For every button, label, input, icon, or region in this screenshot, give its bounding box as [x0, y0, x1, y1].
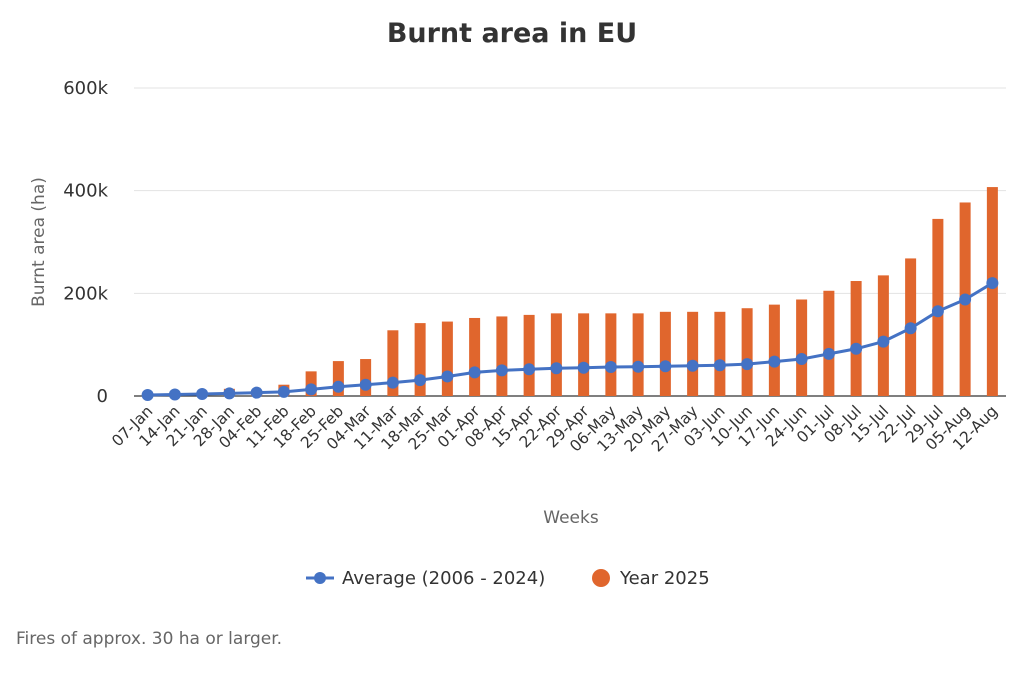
- point-average[interactable]: [386, 376, 399, 389]
- bar-year-2025[interactable]: [605, 313, 617, 396]
- bar-year-2025[interactable]: [714, 311, 726, 396]
- point-average[interactable]: [196, 387, 209, 400]
- bar-year-2025[interactable]: [387, 330, 399, 396]
- bar-year-2025[interactable]: [578, 313, 590, 396]
- bar-year-2025[interactable]: [659, 311, 671, 396]
- bar-year-2025[interactable]: [469, 317, 481, 396]
- legend-marker-year-2025: [592, 569, 610, 587]
- point-average[interactable]: [495, 364, 508, 377]
- x-axis-label: Weeks: [543, 508, 599, 528]
- series-year-2025: [142, 187, 998, 396]
- x-tick-labels: 07-Jan14-Jan21-Jan28-Jan04-Feb11-Feb18-F…: [108, 402, 1001, 456]
- bar-year-2025[interactable]: [823, 290, 835, 396]
- bar-year-2025[interactable]: [441, 321, 453, 396]
- bar-year-2025[interactable]: [523, 314, 535, 396]
- point-average[interactable]: [250, 386, 263, 399]
- point-average[interactable]: [577, 361, 590, 374]
- point-average[interactable]: [550, 362, 563, 375]
- bar-year-2025[interactable]: [796, 299, 808, 396]
- legend-label-average: Average (2006 - 2024): [342, 568, 545, 589]
- point-average[interactable]: [986, 277, 999, 290]
- point-average[interactable]: [659, 360, 672, 373]
- y-tick-label: 400k: [63, 181, 108, 202]
- point-average[interactable]: [523, 363, 536, 376]
- point-average[interactable]: [168, 388, 181, 401]
- point-average[interactable]: [713, 359, 726, 372]
- y-tick-labels: 0 200k 400k 600k: [63, 78, 108, 407]
- bar-year-2025[interactable]: [414, 323, 426, 396]
- bar-year-2025[interactable]: [687, 311, 699, 396]
- line-average: [147, 281, 994, 397]
- point-average[interactable]: [686, 359, 699, 372]
- chart-title: Burnt area in EU: [387, 18, 637, 49]
- legend: Average (2006 - 2024) Year 2025: [306, 568, 710, 589]
- point-average[interactable]: [604, 360, 617, 373]
- legend-item-average[interactable]: Average (2006 - 2024): [306, 568, 545, 589]
- point-average[interactable]: [305, 383, 318, 396]
- y-tick-label: 600k: [63, 78, 108, 99]
- bar-year-2025[interactable]: [332, 361, 344, 396]
- point-average[interactable]: [414, 374, 427, 387]
- point-average[interactable]: [277, 385, 290, 398]
- point-average[interactable]: [741, 358, 754, 371]
- legend-label-year-2025: Year 2025: [619, 568, 710, 589]
- point-average[interactable]: [877, 335, 890, 348]
- point-average[interactable]: [141, 388, 154, 401]
- point-average[interactable]: [468, 366, 481, 379]
- point-average[interactable]: [332, 380, 345, 393]
- point-average[interactable]: [441, 370, 454, 383]
- legend-item-year-2025[interactable]: Year 2025: [592, 568, 710, 589]
- legend-marker-average: [314, 572, 326, 584]
- y-axis-label: Burnt area (ha): [29, 177, 49, 307]
- point-average[interactable]: [359, 378, 372, 391]
- point-average[interactable]: [632, 360, 645, 373]
- bar-year-2025[interactable]: [741, 308, 753, 396]
- bar-year-2025[interactable]: [768, 304, 780, 396]
- bar-year-2025[interactable]: [496, 316, 508, 396]
- bar-year-2025[interactable]: [986, 187, 998, 396]
- point-average[interactable]: [850, 342, 863, 355]
- point-average[interactable]: [223, 387, 236, 400]
- point-average[interactable]: [768, 355, 781, 368]
- grid-lines: [134, 87, 1006, 397]
- bar-year-2025[interactable]: [360, 359, 372, 396]
- point-average[interactable]: [931, 305, 944, 318]
- y-tick-label: 200k: [63, 283, 108, 304]
- point-average[interactable]: [904, 322, 917, 335]
- bar-year-2025[interactable]: [632, 313, 644, 396]
- point-average[interactable]: [822, 347, 835, 360]
- bar-year-2025[interactable]: [850, 281, 862, 396]
- point-average[interactable]: [795, 353, 808, 366]
- y-tick-label: 0: [97, 386, 108, 407]
- footnote: Fires of approx. 30 ha or larger.: [16, 629, 283, 649]
- series-average: [141, 277, 999, 401]
- bar-year-2025[interactable]: [550, 313, 562, 396]
- point-average[interactable]: [959, 293, 972, 306]
